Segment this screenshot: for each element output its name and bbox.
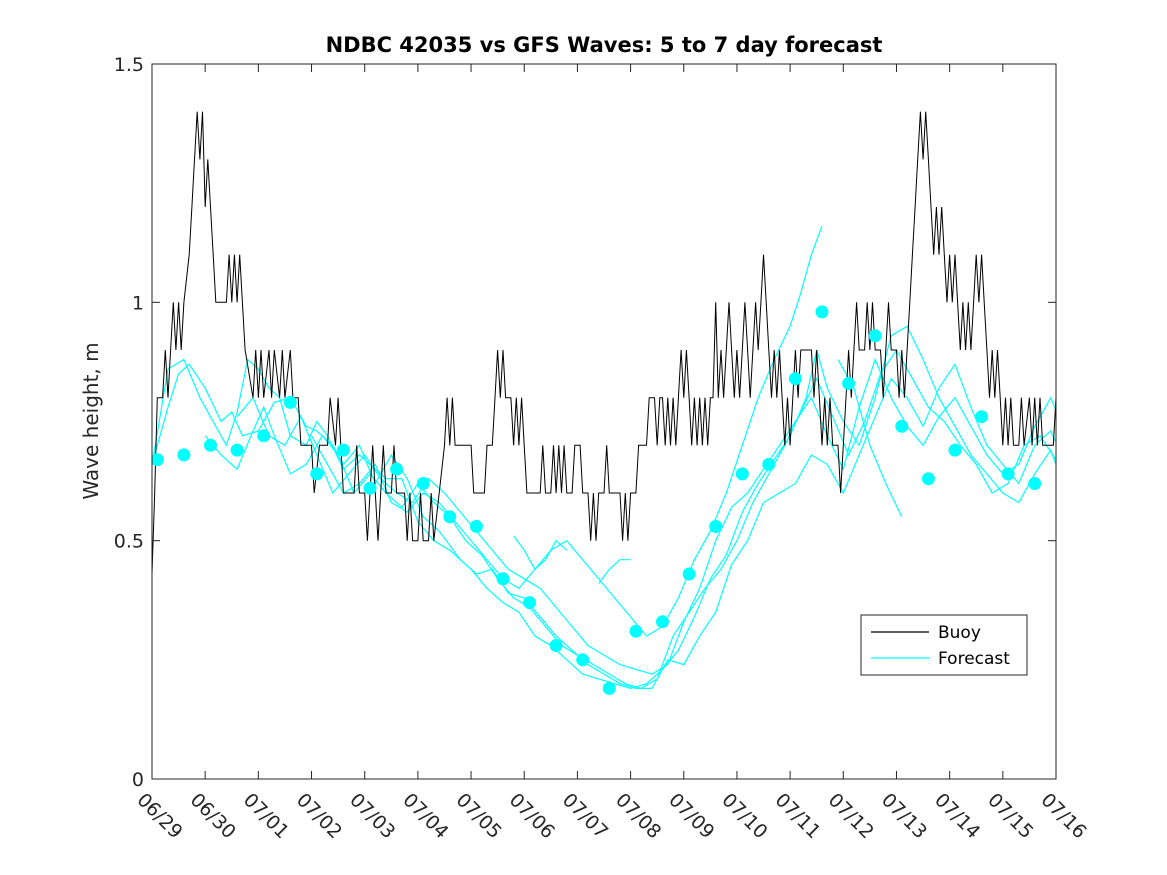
forecast-marker-21: [682, 567, 696, 581]
x-tick-label: 07/16: [1036, 789, 1090, 843]
x-tick-label: 07/04: [398, 789, 452, 843]
forecast-marker-10: [390, 462, 404, 476]
forecast-marker-15: [523, 596, 537, 610]
x-tick-label: 07/06: [505, 789, 559, 843]
forecast-marker-25: [788, 372, 802, 386]
forecast-marker-19: [629, 624, 643, 638]
axes: 00.511.506/2906/3007/0107/0207/0307/0407…: [114, 54, 1091, 843]
x-tick-label: 07/08: [611, 789, 665, 843]
x-tick-label: 07/07: [558, 789, 612, 843]
forecast-marker-32: [975, 410, 989, 424]
forecast-marker-16: [549, 639, 563, 652]
x-tick-label: 07/02: [292, 789, 346, 843]
forecast-line-2: [152, 325, 1056, 690]
forecast-line-3: [204, 348, 1056, 690]
forecast-marker-20: [656, 615, 669, 629]
forecast-marker-22: [709, 519, 723, 533]
buoy-line: [152, 111, 1056, 575]
legend: Buoy Forecast: [860, 614, 1028, 676]
forecast-marker-17: [576, 653, 590, 667]
y-tick-label: 1.5: [114, 54, 144, 76]
y-axis-label: Wave height, m: [79, 342, 103, 499]
forecast-marker-23: [735, 467, 749, 481]
x-tick-label: 06/29: [132, 789, 186, 843]
forecast-marker-24: [762, 457, 776, 471]
forecast-marker-12: [443, 510, 457, 524]
forecast-line-7: [513, 535, 568, 571]
forecast-marker-4: [230, 443, 244, 457]
forecast-marker-8: [336, 443, 350, 457]
forecast-marker-3: [204, 438, 217, 452]
x-tick-label: 07/15: [983, 789, 1037, 843]
chart-title: NDBC 42035 vs GFS Waves: 5 to 7 day fore…: [326, 33, 883, 57]
y-tick-label: 0.5: [114, 531, 144, 553]
forecast-marker-6: [283, 395, 297, 409]
forecast-line-1: [152, 362, 1056, 690]
plot-frame: [151, 63, 1057, 780]
forecast-marker-9: [363, 481, 377, 495]
forecast-marker-33: [1001, 467, 1015, 481]
legend-label-buoy: Buoy: [938, 623, 981, 643]
legend-label-forecast: Forecast: [938, 649, 1010, 669]
y-tick-label: 1: [132, 292, 144, 314]
forecast-marker-27: [842, 376, 856, 390]
x-tick-label: 07/01: [239, 789, 293, 843]
forecast-marker-13: [469, 519, 483, 533]
forecast-marker-7: [310, 467, 324, 481]
forecast-line-5: [310, 225, 823, 637]
x-tick-label: 07/11: [771, 789, 825, 843]
x-tick-label: 06/30: [186, 789, 240, 843]
forecast-marker-2: [177, 448, 191, 462]
forecast-marker-31: [948, 443, 962, 457]
forecast-marker-11: [416, 477, 430, 490]
forecast-marker-28: [868, 329, 882, 343]
legend-box: [860, 614, 1028, 676]
x-tick-label: 07/12: [824, 789, 878, 843]
x-tick-label: 07/13: [877, 789, 931, 843]
forecast-marker-30: [921, 472, 935, 486]
x-tick-label: 07/09: [664, 789, 718, 843]
forecast-marker-26: [815, 305, 829, 319]
forecast-marker-5: [257, 429, 271, 443]
x-tick-label: 07/05: [452, 789, 506, 843]
forecast-marker-1: [152, 453, 164, 467]
x-tick-label: 07/14: [930, 789, 984, 843]
forecast-line-6: [598, 559, 631, 584]
forecast-marker-29: [895, 419, 909, 433]
forecast-line-4: [236, 357, 1056, 675]
series-layer: [152, 111, 1056, 695]
forecast-marker-14: [496, 572, 510, 586]
forecast-marker-34: [1028, 477, 1042, 490]
x-tick-label: 07/10: [717, 789, 771, 843]
forecast-marker-18: [602, 681, 616, 695]
x-tick-label: 07/03: [345, 789, 399, 843]
y-tick-label: 0: [132, 769, 144, 791]
